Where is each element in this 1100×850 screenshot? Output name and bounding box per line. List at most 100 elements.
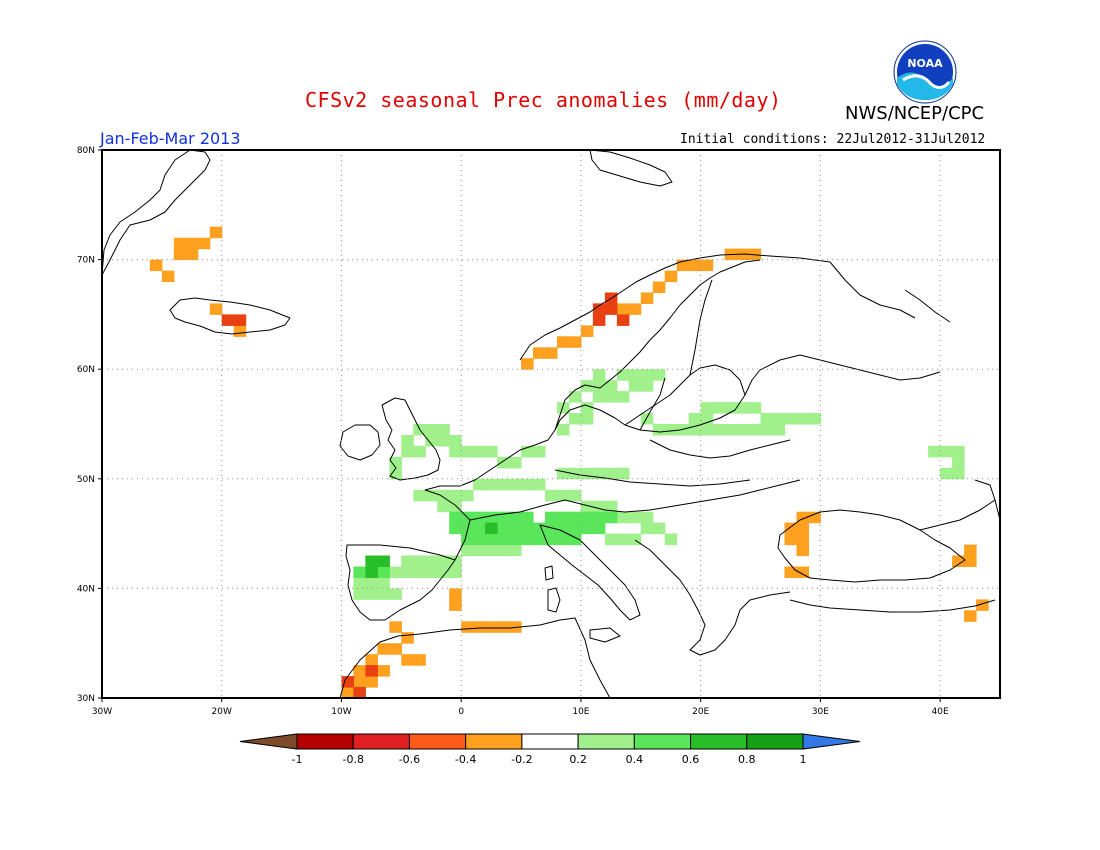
anomaly-cell-wet-weak — [928, 445, 941, 458]
anomaly-cell-dry-moderate — [461, 621, 474, 633]
anomaly-cell-dry-strong — [341, 676, 354, 688]
noaa-logo-text: NOAA — [907, 57, 943, 70]
anomaly-cell-wet-weak — [389, 566, 402, 578]
lat-tick-label: 80N — [77, 146, 95, 156]
colorbar-label: 0.8 — [738, 753, 756, 766]
anomaly-cell-wet-weak — [449, 489, 462, 502]
lon-tick-label: 0 — [458, 707, 464, 717]
anomaly-cell-dry-moderate — [700, 259, 714, 272]
anomaly-cell-wet-weak — [592, 467, 606, 480]
anomaly-cell-wet-moderate — [580, 522, 594, 535]
anomaly-cell-wet-moderate — [509, 522, 522, 535]
anomaly-cell-wet-moderate — [569, 533, 582, 546]
anomaly-cell-dry-moderate — [233, 325, 247, 337]
anomaly-cell-wet-weak — [616, 467, 630, 480]
anomaly-cell-dry-moderate — [808, 511, 821, 524]
anomaly-cell-dry-moderate — [341, 687, 354, 699]
anomaly-cell-wet-moderate — [569, 522, 582, 535]
anomaly-cell-wet-weak — [449, 445, 462, 458]
anomaly-cell-dry-moderate — [413, 654, 426, 666]
anomaly-cell-wet-strong — [365, 555, 378, 567]
anomaly-cell-dry-moderate — [628, 303, 642, 315]
anomaly-cell-wet-weak — [700, 413, 714, 425]
anomaly-cell-wet-weak — [628, 511, 642, 524]
anomaly-cell-wet-moderate — [521, 533, 534, 546]
anomaly-cell-wet-moderate — [497, 522, 510, 535]
anomaly-cell-dry-moderate — [616, 303, 630, 315]
anomaly-cell-wet-moderate — [557, 522, 570, 535]
anomaly-cell-wet-weak — [557, 489, 570, 502]
anomaly-cell-wet-weak — [616, 533, 630, 546]
map-frame — [101, 149, 1001, 699]
anomaly-cell-dry-moderate — [161, 270, 175, 283]
anomaly-cell-wet-moderate — [377, 566, 390, 578]
anomaly-cell-wet-weak — [557, 424, 570, 436]
colorbar-segment — [746, 733, 804, 750]
anomaly-cell-wet-weak — [461, 544, 474, 557]
anomaly-cell-wet-weak — [580, 467, 594, 480]
anomaly-cell-dry-moderate — [197, 237, 211, 250]
anomaly-cell-wet-weak — [952, 445, 965, 458]
anomaly-cell-dry-moderate — [377, 643, 390, 655]
anomaly-cell-dry-moderate — [389, 643, 402, 655]
anomaly-cell-dry-moderate — [964, 610, 977, 622]
colorbar-label: -1 — [292, 753, 303, 766]
anomaly-cell-wet-moderate — [569, 511, 582, 524]
anomaly-cell-dry-moderate — [185, 248, 199, 261]
axis-ticks: 30W 20W 10W 0 10E 20E 30E 40E 30N 40N 50N 60N 70N 80N — [77, 146, 949, 717]
anomaly-cell-dry-moderate — [976, 599, 989, 611]
anomaly-cell-wet-weak — [497, 544, 510, 557]
anomaly-cell-wet-weak — [425, 566, 438, 578]
anomaly-cell-dry-moderate — [784, 566, 797, 578]
anomaly-cell-wet-strong — [485, 522, 498, 535]
anomaly-cell-dry-moderate — [353, 676, 366, 688]
anomaly-cell-wet-weak — [377, 577, 390, 589]
anomaly-cell-dry-moderate — [365, 676, 378, 688]
anomaly-cell-wet-moderate — [485, 533, 498, 546]
noaa-logo: NOAA — [893, 40, 957, 104]
anomaly-cell-wet-weak — [413, 566, 426, 578]
anomaly-cell-wet-moderate — [521, 522, 534, 535]
anomaly-cell-wet-weak — [449, 555, 462, 567]
anomaly-cell-wet-weak — [353, 577, 366, 589]
anomaly-cell-wet-weak — [425, 489, 438, 502]
anomaly-cell-wet-weak — [569, 391, 582, 403]
colorbar-label: 1 — [800, 753, 807, 766]
lon-tick-label: 30W — [92, 707, 112, 717]
anomaly-cell-wet-weak — [437, 424, 450, 436]
anomaly-cell-wet-weak — [533, 445, 546, 458]
colorbar-segment — [408, 733, 467, 750]
anomaly-cell-wet-moderate — [545, 522, 558, 535]
anomaly-cell-wet-weak — [389, 588, 402, 600]
map-title: CFSv2 seasonal Prec anomalies (mm/day) — [305, 88, 782, 112]
anomaly-cell-wet-moderate — [449, 522, 462, 535]
anomaly-cell-wet-weak — [640, 369, 654, 381]
anomaly-cell-wet-weak — [425, 435, 438, 447]
coastlines — [101, 149, 1001, 699]
anomaly-cell-wet-weak — [784, 413, 797, 425]
anomaly-cell-wet-weak — [592, 380, 606, 392]
lat-tick-label: 30N — [77, 694, 95, 704]
anomaly-cell-wet-weak — [401, 435, 414, 447]
anomaly-cell-wet-weak — [772, 413, 785, 425]
colorbar-segment — [296, 733, 354, 750]
anomaly-cell-wet-weak — [952, 456, 965, 469]
anomaly-cell-wet-weak — [628, 533, 642, 546]
anomaly-cell-wet-weak — [449, 500, 462, 513]
agency-label: NWS/NCEP/CPC — [845, 103, 985, 124]
anomaly-cell-wet-weak — [389, 467, 402, 480]
anomaly-cell-wet-weak — [688, 413, 702, 425]
anomaly-cell-wet-moderate — [592, 511, 606, 524]
anomaly-cell-wet-moderate — [473, 511, 486, 524]
anomaly-cell-dry-moderate — [784, 522, 797, 535]
anomaly-cell-wet-weak — [449, 566, 462, 578]
anomaly-cell-dry-moderate — [209, 226, 223, 239]
anomaly-cell-wet-weak — [365, 577, 378, 589]
anomaly-cell-wet-weak — [473, 478, 486, 491]
lon-tick-label: 20E — [692, 707, 709, 717]
anomaly-cell-wet-weak — [413, 489, 426, 502]
anomaly-cell-wet-moderate — [604, 511, 618, 524]
anomaly-cell-wet-moderate — [497, 533, 510, 546]
anomaly-cell-wet-weak — [616, 369, 630, 381]
anomaly-cell-wet-moderate — [533, 522, 546, 535]
